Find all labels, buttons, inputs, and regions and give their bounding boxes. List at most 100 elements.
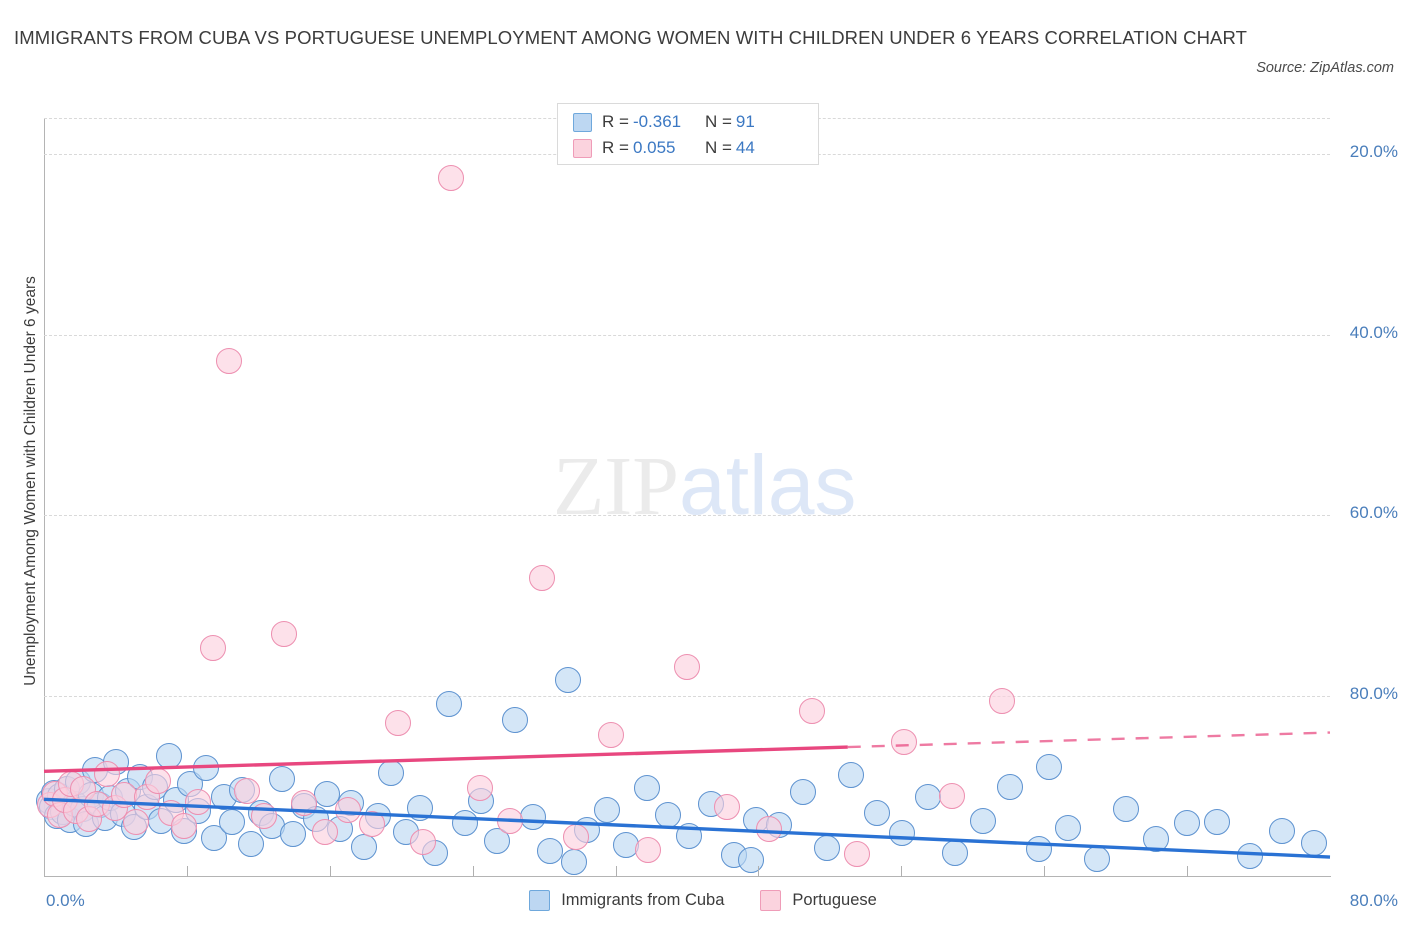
legend-swatch-pink xyxy=(760,889,782,911)
correlation-stats-box: R = -0.361 N = 91 R = 0.055 N = 44 xyxy=(557,103,819,165)
scatter-point-cuba[interactable] xyxy=(813,835,840,862)
scatter-point-cuba[interactable] xyxy=(942,840,969,867)
scatter-point-cuba[interactable] xyxy=(915,784,942,811)
series1-r-value: -0.361 xyxy=(632,112,682,131)
series1-color-swatch xyxy=(573,112,592,132)
y-axis-line xyxy=(44,118,45,877)
y-axis-tick-label: 20.0% xyxy=(1349,142,1398,162)
scatter-point-cuba[interactable] xyxy=(537,837,564,864)
scatter-point-portuguese[interactable] xyxy=(529,565,556,592)
scatter-point-cuba[interactable] xyxy=(1083,845,1110,872)
scatter-point-portuguese[interactable] xyxy=(270,621,297,648)
y-axis-tick-label: 60.0% xyxy=(1349,503,1398,523)
scatter-point-cuba[interactable] xyxy=(219,808,246,835)
scatter-point-portuguese[interactable] xyxy=(384,709,411,736)
scatter-point-cuba[interactable] xyxy=(1204,808,1231,835)
legend-item-portuguese[interactable]: Portuguese xyxy=(760,889,877,911)
series1-n-value: 91 xyxy=(735,112,755,131)
scatter-point-cuba[interactable] xyxy=(280,821,307,848)
scatter-point-portuguese[interactable] xyxy=(497,807,524,834)
scatter-point-cuba[interactable] xyxy=(593,797,620,824)
stats-row-series1: R = -0.361 N = 91 xyxy=(558,109,818,135)
scatter-point-portuguese[interactable] xyxy=(122,808,149,835)
scatter-point-cuba[interactable] xyxy=(452,809,479,836)
series1-r-label: R = xyxy=(602,112,629,131)
scatter-point-cuba[interactable] xyxy=(436,690,463,717)
gridline-y xyxy=(44,515,1330,517)
scatter-point-portuguese[interactable] xyxy=(799,697,826,724)
scatter-point-cuba[interactable] xyxy=(997,773,1024,800)
scatter-point-cuba[interactable] xyxy=(268,765,295,792)
scatter-point-cuba[interactable] xyxy=(193,754,220,781)
scatter-point-portuguese[interactable] xyxy=(312,818,339,845)
scatter-point-cuba[interactable] xyxy=(1054,815,1081,842)
scatter-point-portuguese[interactable] xyxy=(358,810,385,837)
scatter-point-cuba[interactable] xyxy=(555,667,582,694)
scatter-point-cuba[interactable] xyxy=(519,804,546,831)
legend-label-series2: Portuguese xyxy=(792,890,877,909)
scatter-point-cuba[interactable] xyxy=(1143,826,1170,852)
scatter-point-portuguese[interactable] xyxy=(563,824,590,851)
scatter-point-cuba[interactable] xyxy=(675,823,702,850)
x-axis-tick xyxy=(329,866,331,877)
y-axis-tick-label: 80.0% xyxy=(1349,683,1398,703)
scatter-point-cuba[interactable] xyxy=(1236,843,1263,870)
scatter-point-cuba[interactable] xyxy=(407,795,434,822)
scatter-point-cuba[interactable] xyxy=(1112,796,1139,823)
x-axis-line xyxy=(44,876,1331,877)
scatter-point-portuguese[interactable] xyxy=(939,782,966,809)
scatter-point-portuguese[interactable] xyxy=(714,794,741,821)
scatter-point-cuba[interactable] xyxy=(969,807,996,834)
scatter-point-cuba[interactable] xyxy=(738,846,765,873)
plot-surface xyxy=(35,118,1330,876)
scatter-point-portuguese[interactable] xyxy=(233,778,260,805)
scatter-point-cuba[interactable] xyxy=(238,830,265,857)
scatter-point-portuguese[interactable] xyxy=(755,816,782,843)
scatter-point-portuguese[interactable] xyxy=(635,836,662,863)
page-title: IMMIGRANTS FROM CUBA VS PORTUGUESE UNEMP… xyxy=(14,27,1248,48)
scatter-point-portuguese[interactable] xyxy=(199,634,226,661)
y-axis-title: Unemployment Among Women with Children U… xyxy=(22,276,39,686)
scatter-point-cuba[interactable] xyxy=(1173,809,1200,836)
scatter-point-portuguese[interactable] xyxy=(989,687,1016,714)
x-axis-max-label: 80.0% xyxy=(1349,891,1398,910)
scatter-point-cuba[interactable] xyxy=(1035,753,1062,780)
scatter-point-portuguese[interactable] xyxy=(215,347,242,374)
scatter-point-cuba[interactable] xyxy=(1026,835,1053,862)
scatter-point-cuba[interactable] xyxy=(633,775,660,802)
scatter-point-cuba[interactable] xyxy=(156,742,183,769)
scatter-point-portuguese[interactable] xyxy=(410,828,437,855)
x-axis-tick xyxy=(615,866,617,877)
scatter-point-portuguese[interactable] xyxy=(674,653,700,680)
series2-r-value: 0.055 xyxy=(632,138,676,157)
scatter-point-cuba[interactable] xyxy=(350,834,377,861)
scatter-point-portuguese[interactable] xyxy=(844,841,871,868)
series1-n-label: N = xyxy=(704,112,732,131)
y-axis-tick-label: 40.0% xyxy=(1349,322,1398,342)
scatter-point-portuguese[interactable] xyxy=(93,761,120,788)
scatter-point-cuba[interactable] xyxy=(378,760,405,787)
scatter-point-portuguese[interactable] xyxy=(891,729,917,756)
gridline-y xyxy=(44,695,1330,697)
scatter-point-portuguese[interactable] xyxy=(334,797,361,824)
series2-r-label: R = xyxy=(602,138,629,157)
scatter-point-cuba[interactable] xyxy=(889,819,916,846)
scatter-point-cuba[interactable] xyxy=(789,779,816,806)
scatter-point-cuba[interactable] xyxy=(654,801,681,828)
scatter-point-portuguese[interactable] xyxy=(598,722,625,749)
stats-row-series2: R = 0.055 N = 44 xyxy=(558,135,818,161)
x-axis-min-label: 0.0% xyxy=(46,891,85,910)
scatter-point-cuba[interactable] xyxy=(837,761,864,788)
series2-n-label: N = xyxy=(704,138,732,157)
legend-label-series1: Immigrants from Cuba xyxy=(561,890,725,909)
legend-swatch-blue xyxy=(529,889,551,911)
scatter-point-cuba[interactable] xyxy=(1268,817,1295,844)
scatter-point-cuba[interactable] xyxy=(1300,829,1327,856)
scatter-point-cuba[interactable] xyxy=(501,706,528,733)
scatter-point-cuba[interactable] xyxy=(863,799,890,826)
scatter-point-portuguese[interactable] xyxy=(466,774,493,801)
scatter-point-cuba[interactable] xyxy=(561,848,588,875)
scatter-point-portuguese[interactable] xyxy=(437,165,464,192)
legend-item-immigrants-from-cuba[interactable]: Immigrants from Cuba xyxy=(529,889,725,911)
source-attribution: Source: ZipAtlas.com xyxy=(1256,60,1394,76)
